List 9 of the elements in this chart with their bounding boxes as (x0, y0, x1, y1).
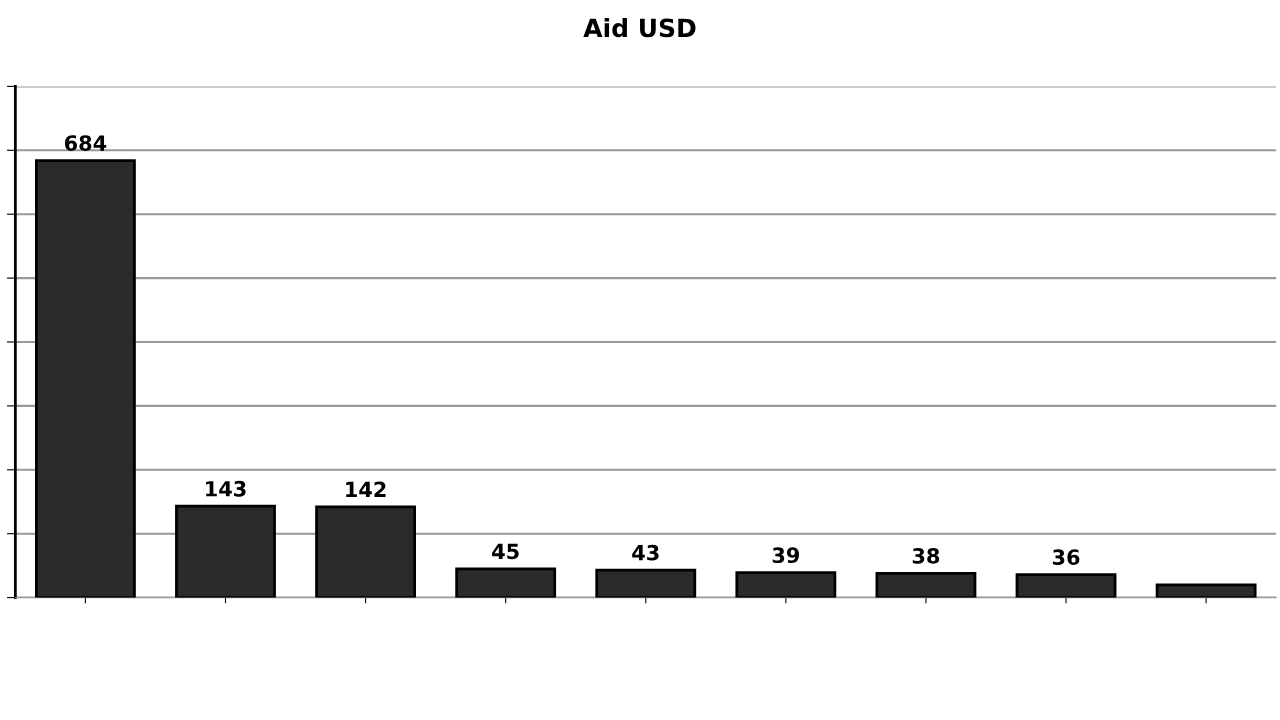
data-label: 684 (64, 135, 107, 151)
chart-title: Aid USD (583, 18, 696, 38)
data-label: 142 (346, 481, 386, 497)
data-label: 38 (912, 547, 940, 564)
data-label: 43 (632, 544, 659, 561)
data-label: 143 (206, 480, 246, 497)
data-label: 36 (1052, 549, 1080, 565)
data-label: 45 (492, 543, 519, 560)
data-label: 39 (772, 547, 800, 564)
